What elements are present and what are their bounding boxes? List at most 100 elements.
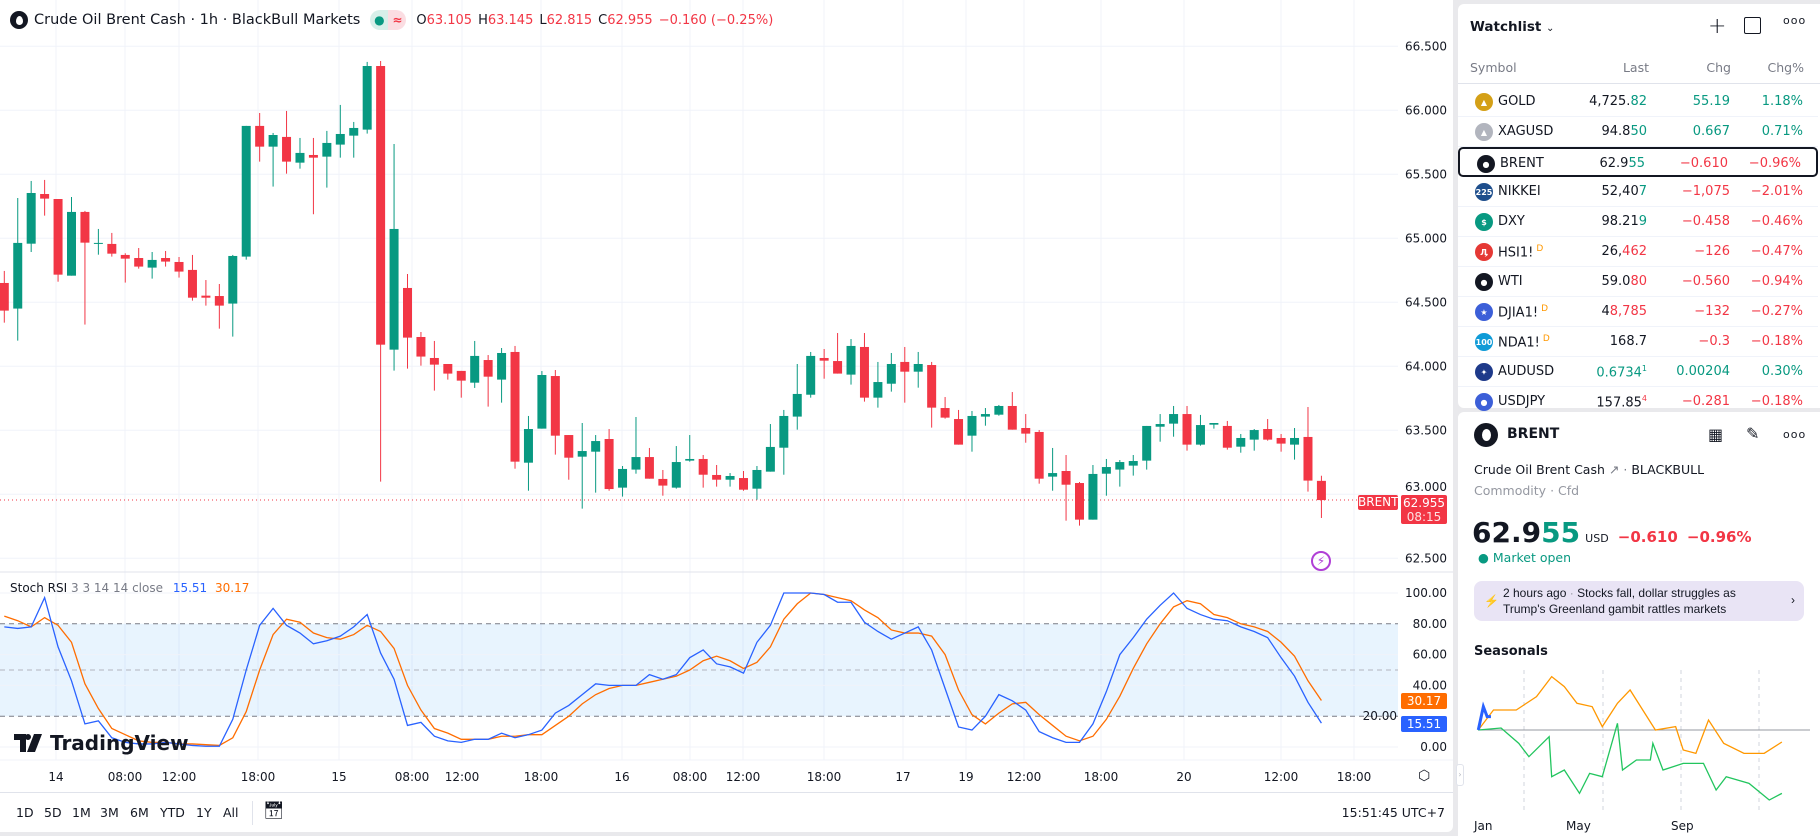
candle[interactable] <box>1155 414 1165 442</box>
candle[interactable] <box>0 270 9 323</box>
candle[interactable] <box>107 232 117 257</box>
go-to-date-calendar-icon[interactable]: 📅︎ <box>263 801 285 821</box>
candle[interactable] <box>1195 414 1205 446</box>
news-card[interactable]: ⚡ 2 hours ago · Stocks fall, dollar stru… <box>1474 581 1804 621</box>
candle[interactable] <box>698 455 708 488</box>
watchlist-row-djia1[interactable]: ★ DJIA1! D 48,785 −132 −0.27% <box>1458 297 1818 327</box>
candle[interactable] <box>26 180 36 252</box>
candle[interactable] <box>1061 455 1071 521</box>
tradingview-logo[interactable]: TradingView <box>14 731 189 755</box>
candle[interactable] <box>846 339 856 385</box>
more-options-icon[interactable]: ooo <box>1783 14 1807 27</box>
range-ytd[interactable]: YTD <box>160 805 185 820</box>
range-all[interactable]: All <box>223 805 239 820</box>
candle[interactable] <box>120 253 130 283</box>
candle[interactable] <box>349 121 359 158</box>
candle[interactable] <box>308 137 318 215</box>
candle[interactable] <box>833 333 843 374</box>
candle[interactable] <box>725 473 735 487</box>
candle[interactable] <box>1222 420 1232 450</box>
candle[interactable] <box>40 179 50 216</box>
range-1m[interactable]: 1M <box>72 805 91 820</box>
candle[interactable] <box>873 361 883 408</box>
edit-note-icon[interactable]: ✎ <box>1746 424 1760 443</box>
candle[interactable] <box>792 363 802 430</box>
candle[interactable] <box>671 446 681 489</box>
details-symbol[interactable]: BRENT <box>1507 426 1560 442</box>
candle[interactable] <box>1142 425 1152 470</box>
candle[interactable] <box>228 254 238 337</box>
candle[interactable] <box>1209 423 1219 429</box>
candle[interactable] <box>927 361 937 428</box>
candle[interactable] <box>1034 430 1044 484</box>
candle[interactable] <box>537 371 547 429</box>
candle[interactable] <box>53 199 63 282</box>
exchange[interactable]: BLACKBULL <box>1631 462 1705 477</box>
candle[interactable] <box>967 410 977 452</box>
watchlist-row-dxy[interactable]: $ DXY 98.219 −0.458 −0.46% <box>1458 207 1818 237</box>
instrument-name[interactable]: Crude Oil Brent Cash <box>1474 462 1605 477</box>
collapse-panel-handle[interactable]: › <box>1456 764 1464 786</box>
candle[interactable] <box>376 61 386 482</box>
candle[interactable] <box>241 125 251 260</box>
candle[interactable] <box>456 370 466 398</box>
candle[interactable] <box>564 435 574 480</box>
watchlist-row-wti[interactable]: ● WTI 59.080 −0.560 −0.94% <box>1458 267 1818 297</box>
candle[interactable] <box>550 370 560 455</box>
col-last[interactable]: Last <box>1622 60 1649 75</box>
candle[interactable] <box>954 409 964 445</box>
layout-grid-icon[interactable]: ▦ <box>1708 425 1724 444</box>
col-chg[interactable]: Chg <box>1706 60 1731 75</box>
seasonals-chart[interactable]: Jan May Sep <box>1458 412 1820 836</box>
candle[interactable] <box>523 415 533 491</box>
candle[interactable] <box>93 228 103 255</box>
stoch-rsi-legend[interactable]: Stoch RSI 3 3 14 14 close 15.51 30.17 <box>10 581 249 595</box>
candle[interactable] <box>403 274 412 369</box>
candle[interactable] <box>1128 455 1138 476</box>
candle[interactable] <box>913 351 923 388</box>
candle[interactable] <box>1303 407 1313 492</box>
candle[interactable] <box>362 61 372 134</box>
candle[interactable] <box>644 447 654 479</box>
chart-title[interactable]: Crude Oil Brent Cash · 1h · BlackBull Ma… <box>34 12 361 28</box>
candle[interactable] <box>631 416 641 474</box>
chart-panel[interactable]: 66.500 66.000 65.500 65.000 64.500 64.000 63.5… <box>0 0 1453 832</box>
add-symbol-icon[interactable]: + <box>1708 14 1727 39</box>
candle[interactable] <box>201 280 211 306</box>
candle[interactable] <box>980 408 990 426</box>
candle[interactable] <box>819 349 829 379</box>
more-options-icon[interactable]: ooo <box>1783 428 1807 441</box>
candle[interactable] <box>470 340 480 388</box>
candle[interactable] <box>1115 459 1125 487</box>
candle[interactable] <box>886 352 896 392</box>
range-1y[interactable]: 1Y <box>196 805 212 820</box>
watchlist-row-nikkei[interactable]: 225 NIKKEI 52,407 −1,075 −2.01% <box>1458 177 1818 207</box>
candle[interactable] <box>1021 414 1031 443</box>
col-symbol[interactable]: Symbol <box>1470 60 1517 75</box>
candle[interactable] <box>1249 429 1259 451</box>
candle[interactable] <box>859 333 869 402</box>
candle[interactable] <box>187 254 197 301</box>
candle[interactable] <box>752 466 762 500</box>
candle[interactable] <box>900 346 910 403</box>
candle[interactable] <box>1182 405 1192 451</box>
seasonals-title[interactable]: Seasonals <box>1474 644 1548 659</box>
candle[interactable] <box>1007 392 1017 430</box>
candle[interactable] <box>335 104 345 158</box>
candle[interactable] <box>1101 458 1111 496</box>
advanced-view-icon[interactable] <box>1744 17 1761 34</box>
price-chart[interactable]: 66.500 66.000 65.500 65.000 64.500 64.000 63.5… <box>0 0 1453 792</box>
candle[interactable] <box>497 347 507 403</box>
candle[interactable] <box>1236 434 1246 453</box>
candle[interactable] <box>618 466 628 497</box>
candle[interactable] <box>577 423 587 509</box>
candle[interactable] <box>295 137 305 169</box>
candle[interactable] <box>779 409 789 475</box>
candle[interactable] <box>1048 447 1058 491</box>
clock-timezone[interactable]: 15:51:45 UTC+7 <box>1341 805 1445 820</box>
watchlist-row-brent[interactable]: ● BRENT 62.955 −0.610 −0.96% <box>1458 147 1818 177</box>
col-chg-pct[interactable]: Chg% <box>1767 60 1804 75</box>
candle[interactable] <box>940 397 950 419</box>
candle[interactable] <box>510 345 520 469</box>
candle[interactable] <box>416 331 426 366</box>
